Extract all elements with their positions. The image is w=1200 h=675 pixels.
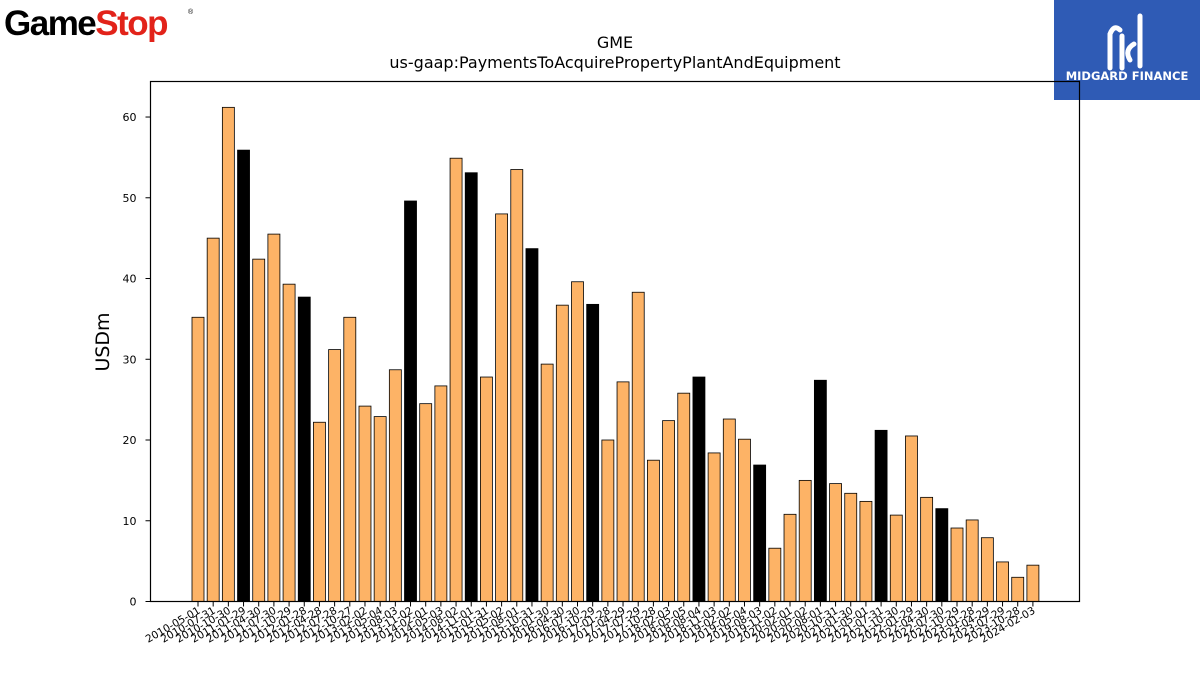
bar — [237, 149, 250, 602]
bar — [768, 547, 782, 602]
bar — [419, 403, 433, 602]
bar — [555, 304, 569, 602]
bar — [373, 416, 387, 602]
bar — [707, 452, 721, 602]
bar — [753, 464, 767, 602]
bar — [813, 379, 827, 602]
chart-subtitle: us-gaap:PaymentsToAcquirePropertyPlantAn… — [389, 53, 840, 72]
y-tick-label: 40 — [123, 273, 137, 286]
bar — [738, 438, 751, 602]
plot-frame — [149, 80, 1081, 603]
bar — [510, 169, 524, 602]
y-tick-label: 50 — [123, 192, 137, 205]
midgard-logo-text: MIDGARD FINANCE — [1066, 69, 1189, 83]
bar — [252, 258, 266, 602]
bar — [859, 500, 873, 602]
bar — [722, 418, 736, 602]
y-axis-label: USDm — [92, 312, 114, 371]
bar — [798, 479, 812, 602]
bar — [965, 519, 979, 602]
bar — [1011, 576, 1025, 602]
midgard-mark-icon — [1107, 13, 1143, 71]
bar — [343, 316, 357, 602]
bar — [874, 429, 888, 602]
bar — [889, 514, 903, 602]
bar — [647, 459, 660, 602]
bar — [996, 561, 1009, 602]
x-axis: 2010-05-012010-07-312010-10-302011-01-29… — [144, 601, 1037, 646]
bar — [206, 237, 220, 602]
bar — [662, 420, 675, 602]
bar — [267, 233, 281, 602]
gamestop-logo: GameStop ® — [4, 4, 194, 43]
bar — [829, 483, 842, 602]
midgard-finance-logo: MIDGARD FINANCE — [1054, 0, 1200, 100]
svg-text:GameStop: GameStop — [4, 4, 167, 42]
bar — [282, 283, 296, 602]
bar — [313, 421, 326, 602]
bar — [328, 349, 342, 602]
bar — [980, 537, 994, 602]
bar — [495, 213, 509, 602]
logo-registered-mark: ® — [188, 8, 194, 16]
y-tick-label: 0 — [130, 596, 137, 609]
bar — [221, 106, 235, 602]
bar — [844, 492, 858, 602]
logo-stop-text: Stop — [95, 4, 167, 42]
bar — [388, 369, 402, 602]
chart-title: GME — [597, 33, 633, 52]
bar — [191, 316, 205, 602]
bar — [783, 513, 797, 602]
y-tick-label: 10 — [123, 515, 137, 528]
bar — [1026, 564, 1040, 602]
bar — [480, 376, 493, 602]
bar — [434, 385, 448, 602]
bar — [905, 435, 918, 602]
bar — [404, 200, 417, 602]
bar — [297, 296, 311, 602]
bar — [677, 392, 691, 602]
bar — [920, 496, 934, 602]
bar — [586, 303, 600, 602]
y-tick-label: 20 — [123, 434, 137, 447]
bar — [358, 405, 372, 602]
bar — [631, 291, 645, 602]
bar — [449, 157, 463, 602]
bar — [692, 376, 706, 602]
y-tick-label: 30 — [123, 353, 137, 366]
bar — [464, 172, 478, 602]
bar-series — [191, 106, 1040, 602]
y-tick-label: 60 — [123, 111, 137, 124]
bar — [601, 439, 615, 602]
bar — [571, 281, 584, 602]
bar — [540, 363, 554, 602]
bar — [525, 248, 539, 602]
logo-game-text: Game — [4, 4, 96, 42]
bar — [616, 381, 630, 602]
y-axis: 0 10 20 30 40 50 60 — [123, 111, 151, 609]
bar — [935, 508, 949, 602]
bar — [950, 527, 964, 602]
